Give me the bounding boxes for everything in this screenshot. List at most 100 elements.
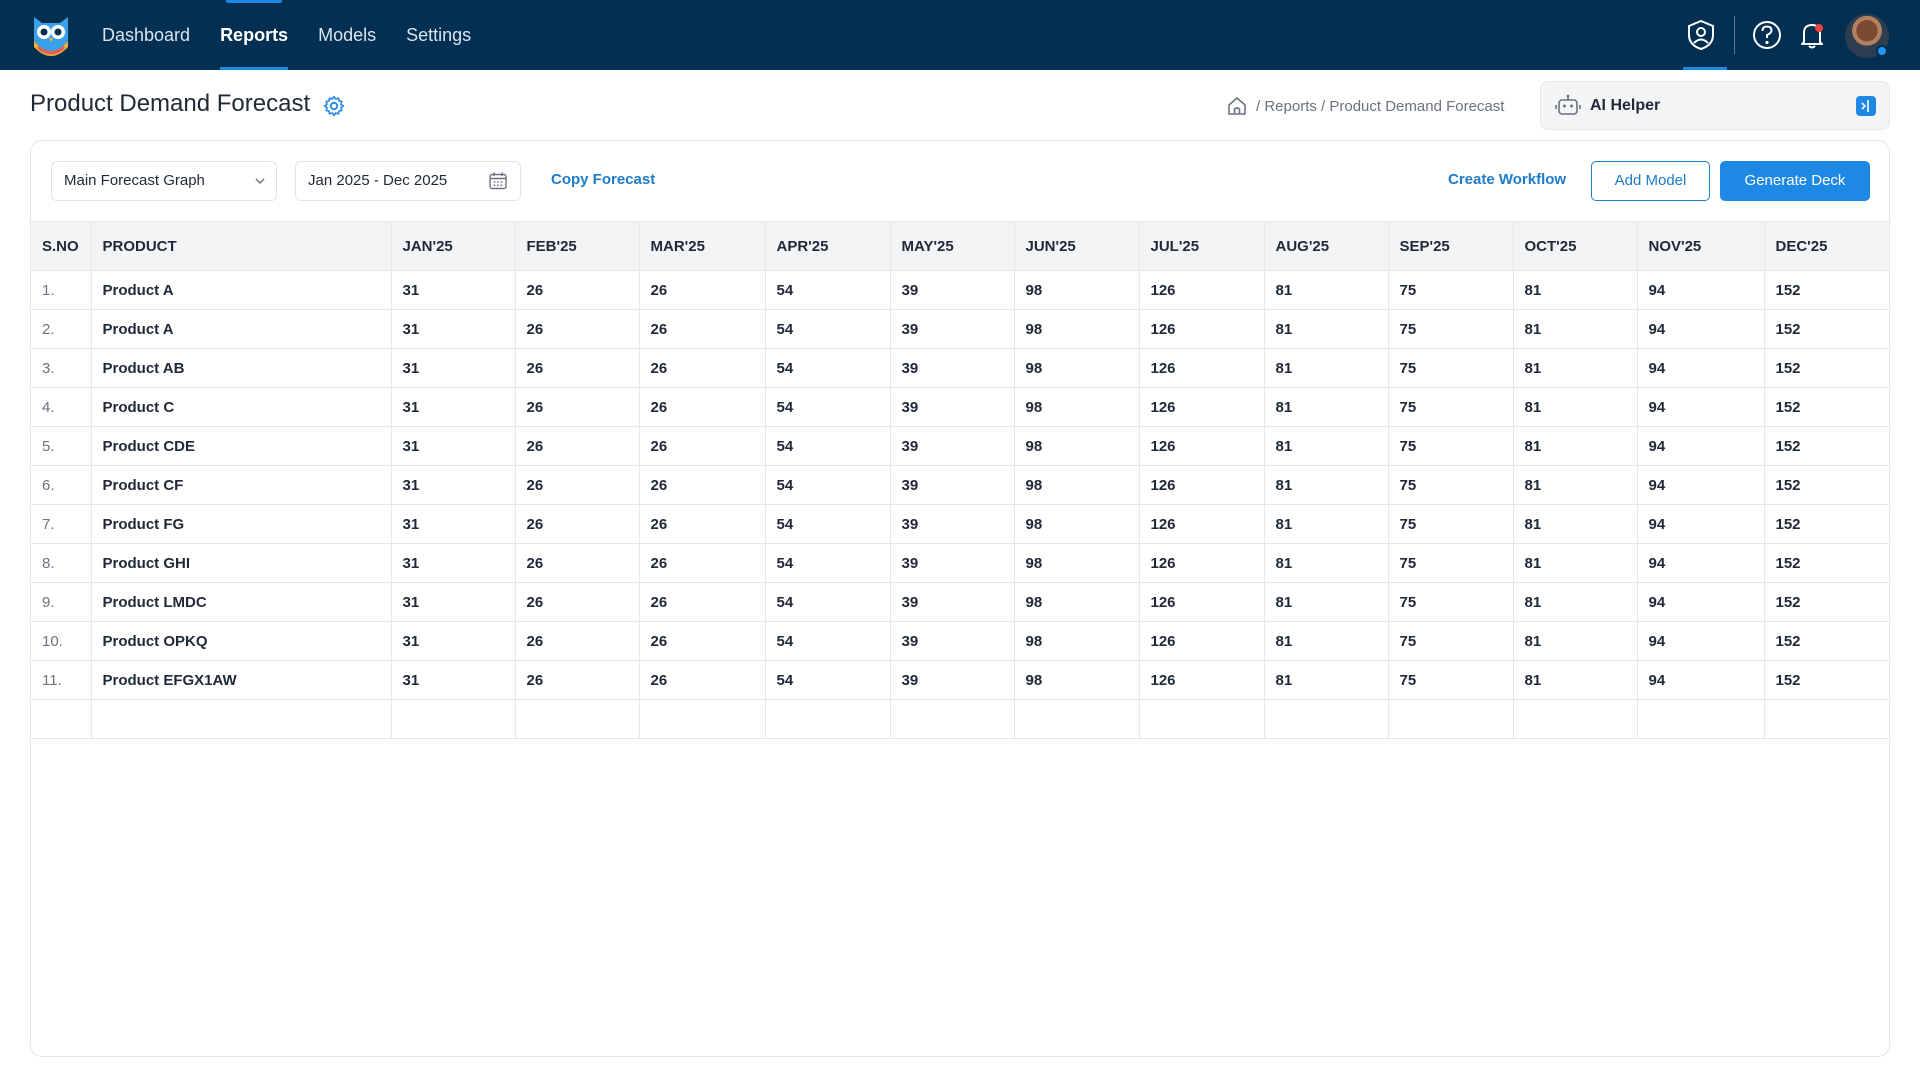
forecast-value-cell[interactable]: 54 — [765, 426, 891, 466]
forecast-value-cell[interactable]: 152 — [1764, 582, 1889, 622]
forecast-value-cell[interactable]: 54 — [765, 660, 891, 700]
table-row[interactable]: 8. Product GHI 31 26 26 54 39 98 126 81 75 81 94 152 — [31, 543, 1889, 583]
forecast-value-cell[interactable]: 152 — [1764, 426, 1889, 466]
forecast-value-cell[interactable]: 94 — [1637, 465, 1765, 505]
forecast-value-cell[interactable]: 26 — [515, 387, 640, 427]
table-row[interactable]: 9. Product LMDC 31 26 26 54 39 98 126 81 75 81 94 152 — [31, 582, 1889, 622]
forecast-value-cell[interactable]: 54 — [765, 582, 891, 622]
forecast-value-cell[interactable]: 94 — [1637, 582, 1765, 622]
forecast-value-cell[interactable]: 81 — [1264, 660, 1389, 700]
forecast-value-cell[interactable]: 39 — [890, 504, 1015, 544]
forecast-value-cell[interactable]: 81 — [1264, 348, 1389, 388]
forecast-value-cell[interactable]: 31 — [391, 426, 516, 466]
empty-cell[interactable] — [1388, 699, 1514, 739]
forecast-value-cell[interactable]: 26 — [639, 465, 766, 505]
forecast-value-cell[interactable]: 81 — [1264, 582, 1389, 622]
table-row[interactable]: 5. Product CDE 31 26 26 54 39 98 126 81 75 81 94 152 — [31, 426, 1889, 466]
empty-cell[interactable] — [1637, 699, 1765, 739]
forecast-value-cell[interactable]: 26 — [639, 426, 766, 466]
user-shield-icon[interactable] — [1684, 18, 1718, 52]
forecast-value-cell[interactable]: 152 — [1764, 309, 1889, 349]
owl-logo-icon[interactable] — [28, 11, 74, 59]
empty-cell[interactable] — [765, 699, 891, 739]
table-row[interactable]: 3. Product AB 31 26 26 54 39 98 126 81 75 81 94 152 — [31, 348, 1889, 388]
generate-deck-button[interactable]: Generate Deck — [1720, 161, 1870, 201]
forecast-value-cell[interactable]: 54 — [765, 387, 891, 427]
forecast-value-cell[interactable]: 98 — [1014, 543, 1140, 583]
forecast-value-cell[interactable]: 98 — [1014, 504, 1140, 544]
forecast-value-cell[interactable]: 98 — [1014, 660, 1140, 700]
forecast-value-cell[interactable]: 94 — [1637, 348, 1765, 388]
forecast-value-cell[interactable]: 26 — [639, 660, 766, 700]
forecast-value-cell[interactable]: 94 — [1637, 270, 1765, 310]
forecast-value-cell[interactable]: 126 — [1139, 504, 1265, 544]
forecast-value-cell[interactable]: 39 — [890, 582, 1015, 622]
forecast-value-cell[interactable]: 152 — [1764, 543, 1889, 583]
forecast-value-cell[interactable]: 26 — [639, 621, 766, 661]
column-header[interactable]: OCT'25 — [1513, 221, 1638, 271]
forecast-value-cell[interactable]: 98 — [1014, 582, 1140, 622]
nav-item-models[interactable]: Models — [318, 25, 377, 45]
forecast-value-cell[interactable]: 26 — [639, 270, 766, 310]
forecast-value-cell[interactable]: 81 — [1513, 309, 1638, 349]
forecast-value-cell[interactable]: 39 — [890, 426, 1015, 466]
forecast-value-cell[interactable]: 26 — [639, 348, 766, 388]
column-header[interactable]: AUG'25 — [1264, 221, 1389, 271]
forecast-value-cell[interactable]: 75 — [1388, 660, 1514, 700]
empty-cell[interactable] — [639, 699, 766, 739]
forecast-value-cell[interactable]: 81 — [1513, 270, 1638, 310]
help-icon[interactable] — [1750, 18, 1784, 52]
column-header[interactable]: MAR'25 — [639, 221, 766, 271]
column-header[interactable]: MAY'25 — [890, 221, 1015, 271]
forecast-value-cell[interactable]: 94 — [1637, 309, 1765, 349]
table-row[interactable]: 10. Product OPKQ 31 26 26 54 39 98 126 81 75 81 94 15… — [31, 621, 1889, 661]
forecast-value-cell[interactable]: 126 — [1139, 621, 1265, 661]
forecast-value-cell[interactable]: 75 — [1388, 504, 1514, 544]
table-row[interactable]: 4. Product C 31 26 26 54 39 98 126 81 75 81 94 152 — [31, 387, 1889, 427]
forecast-value-cell[interactable]: 152 — [1764, 348, 1889, 388]
forecast-value-cell[interactable]: 26 — [515, 660, 640, 700]
forecast-value-cell[interactable]: 39 — [890, 348, 1015, 388]
forecast-value-cell[interactable]: 75 — [1388, 426, 1514, 466]
forecast-value-cell[interactable]: 152 — [1764, 270, 1889, 310]
forecast-value-cell[interactable]: 75 — [1388, 465, 1514, 505]
forecast-value-cell[interactable]: 31 — [391, 270, 516, 310]
column-header[interactable]: DEC'25 — [1764, 221, 1889, 271]
forecast-value-cell[interactable]: 126 — [1139, 582, 1265, 622]
forecast-value-cell[interactable]: 75 — [1388, 270, 1514, 310]
forecast-value-cell[interactable]: 81 — [1513, 387, 1638, 427]
create-workflow-button[interactable]: Create Workflow — [1448, 171, 1567, 188]
forecast-value-cell[interactable]: 81 — [1513, 348, 1638, 388]
forecast-value-cell[interactable]: 75 — [1388, 621, 1514, 661]
empty-cell[interactable] — [1764, 699, 1889, 739]
forecast-value-cell[interactable]: 81 — [1264, 270, 1389, 310]
table-row[interactable]: 1. Product A 31 26 26 54 39 98 126 81 75 81 94 152 — [31, 270, 1889, 310]
empty-cell[interactable] — [1264, 699, 1389, 739]
forecast-value-cell[interactable]: 26 — [515, 465, 640, 505]
forecast-value-cell[interactable]: 81 — [1264, 426, 1389, 466]
forecast-value-cell[interactable]: 81 — [1264, 621, 1389, 661]
column-header[interactable]: S.NO — [31, 221, 92, 271]
table-row[interactable]: 6. Product CF 31 26 26 54 39 98 126 81 75 81 94 152 — [31, 465, 1889, 505]
forecast-value-cell[interactable]: 152 — [1764, 660, 1889, 700]
forecast-value-cell[interactable]: 54 — [765, 348, 891, 388]
column-header[interactable]: APR'25 — [765, 221, 891, 271]
column-header[interactable]: JUN'25 — [1014, 221, 1140, 271]
copy-forecast-button[interactable]: Copy Forecast — [551, 171, 656, 188]
empty-cell[interactable] — [1513, 699, 1638, 739]
nav-item-dashboard[interactable]: Dashboard — [102, 25, 191, 45]
forecast-value-cell[interactable]: 126 — [1139, 426, 1265, 466]
forecast-value-cell[interactable]: 126 — [1139, 348, 1265, 388]
home-icon[interactable] — [1226, 95, 1248, 117]
forecast-value-cell[interactable]: 26 — [515, 426, 640, 466]
forecast-value-cell[interactable]: 39 — [890, 543, 1015, 583]
forecast-value-cell[interactable]: 152 — [1764, 621, 1889, 661]
forecast-value-cell[interactable]: 126 — [1139, 543, 1265, 583]
forecast-value-cell[interactable]: 126 — [1139, 309, 1265, 349]
forecast-value-cell[interactable]: 94 — [1637, 660, 1765, 700]
forecast-value-cell[interactable]: 81 — [1513, 543, 1638, 583]
empty-cell[interactable] — [1014, 699, 1140, 739]
column-header[interactable]: NOV'25 — [1637, 221, 1765, 271]
gear-icon[interactable] — [322, 94, 346, 118]
forecast-value-cell[interactable]: 31 — [391, 309, 516, 349]
